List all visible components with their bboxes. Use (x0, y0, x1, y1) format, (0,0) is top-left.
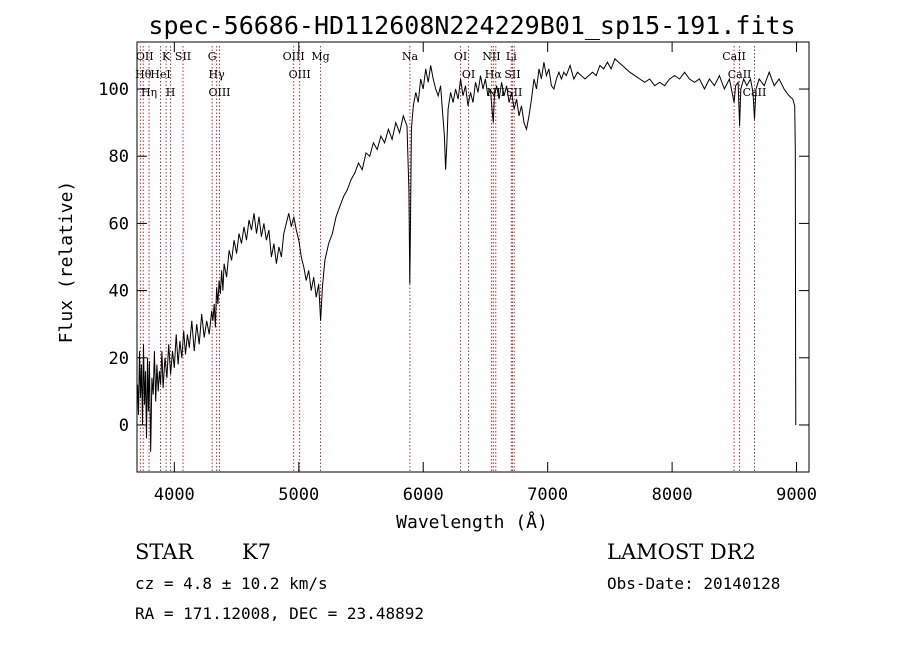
spectral-line-label: OI (454, 50, 467, 63)
spectral-line-label: OIII (283, 50, 305, 63)
x-tick-label: 8000 (652, 485, 693, 505)
y-tick-label: 40 (109, 282, 129, 302)
y-axis: 0 20 40 60 80 100 (98, 80, 809, 436)
y-tick-label: 0 (119, 416, 129, 436)
redshift-readout: cz = 4.8 ± 10.2 km/s (135, 574, 328, 593)
spectral-line-label: Hγ (209, 68, 226, 81)
chart-title: spec-56686-HD112608N224229B01_sp15-191.f… (148, 11, 795, 40)
spectral-line-label: OII (136, 50, 154, 63)
y-axis-label: Flux (relative) (56, 181, 77, 344)
spectral-line-label: K (162, 50, 171, 63)
x-tick-label: 5000 (278, 485, 319, 505)
spectral-line-label: OIII (208, 86, 230, 99)
coordinates-readout: RA = 171.12008, DEC = 23.48892 (135, 604, 424, 623)
y-tick-label: 60 (109, 214, 129, 234)
spectral-line-label: CaII (728, 68, 752, 81)
spectral-line-label: SII (175, 50, 191, 63)
object-subclass: K7 (242, 540, 271, 564)
spectral-line-label: Hθ (135, 68, 152, 81)
spectral-line-label: OIII (289, 68, 311, 81)
x-axis-label: Wavelength (Å) (396, 511, 548, 533)
x-tick-label: 6000 (403, 485, 444, 505)
y-tick-label: 80 (109, 147, 129, 167)
spectral-line-label: NII (482, 50, 500, 63)
spectral-line-label: CaII (722, 50, 746, 63)
spectral-line-label: Na (402, 50, 419, 63)
spectral-line-label: Mg (311, 50, 329, 63)
spectral-line-label: Hα (485, 68, 503, 81)
y-tick-label: 20 (109, 349, 129, 369)
spectral-line-label: Li (506, 50, 517, 63)
y-tick-label: 100 (98, 80, 129, 100)
spectral-line-label: Hη (141, 86, 157, 99)
object-class: STAR (135, 540, 194, 564)
spectral-line-label: SII (504, 68, 520, 81)
x-axis: 4000 5000 6000 7000 8000 9000 (154, 42, 817, 505)
x-tick-label: 4000 (154, 485, 195, 505)
survey-name: LAMOST DR2 (607, 540, 756, 564)
spectrum-line (137, 57, 797, 452)
spectral-line-label: H (166, 86, 176, 99)
spectral-line-label: OI (462, 68, 475, 81)
spectral-line-label: HeI (150, 68, 170, 81)
observation-date: Obs-Date: 20140128 (607, 574, 780, 593)
spectral-line-label: G (208, 50, 217, 63)
x-tick-label: 7000 (527, 485, 568, 505)
x-tick-label: 9000 (776, 485, 817, 505)
spectral-line-label: SII (506, 86, 522, 99)
plot-frame (136, 41, 810, 473)
spectral-line-markers (139, 46, 755, 472)
spectral-line-label: CaII (743, 86, 767, 99)
